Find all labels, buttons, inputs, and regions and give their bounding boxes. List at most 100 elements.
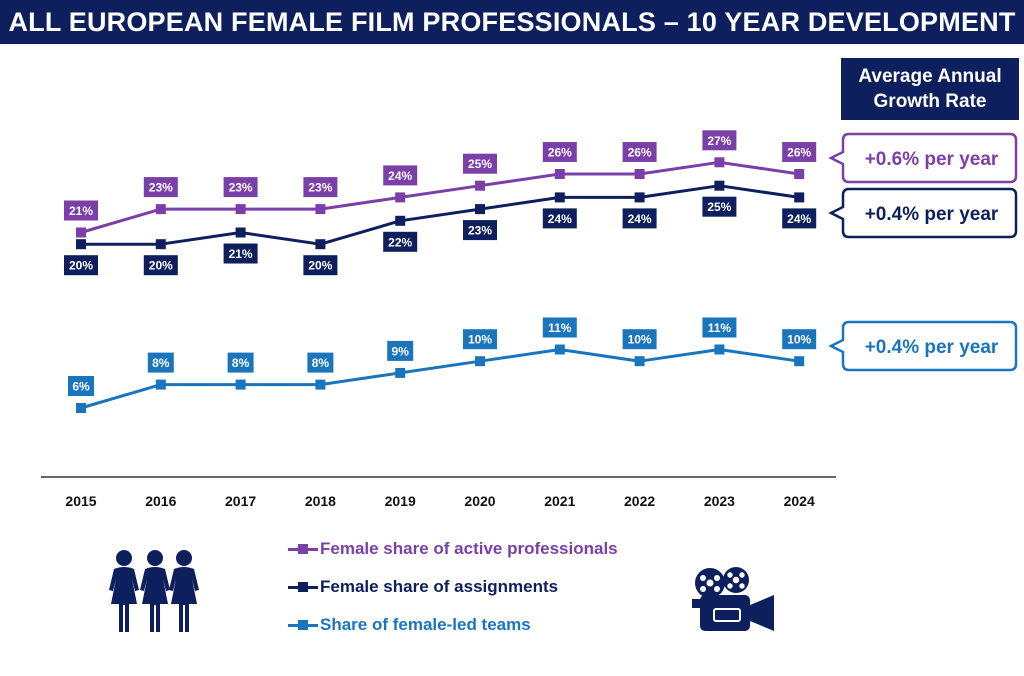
x-tick-label: 2016 <box>145 493 176 509</box>
data-label-box <box>622 329 657 350</box>
data-label-box <box>303 255 338 276</box>
growth-header-line-2: Growth Rate <box>873 91 987 112</box>
data-label-box <box>143 255 178 276</box>
data-label: 23% <box>149 181 173 195</box>
x-tick-label: 2017 <box>225 493 256 509</box>
data-point <box>714 157 725 168</box>
data-label: 9% <box>392 344 410 358</box>
growth-header-line-1: Average Annual <box>858 66 1002 87</box>
data-label: 23% <box>308 181 332 195</box>
data-label: 25% <box>468 157 492 171</box>
data-label-box <box>143 177 178 198</box>
data-label-box <box>702 196 737 217</box>
data-label: 25% <box>707 200 731 214</box>
x-tick-label: 2024 <box>784 493 815 509</box>
data-label: 20% <box>308 259 332 273</box>
data-label: 8% <box>312 356 330 370</box>
callout-box <box>828 132 1018 184</box>
data-point <box>76 403 86 413</box>
data-label-box <box>307 352 334 373</box>
series-line <box>81 184 800 246</box>
data-point <box>155 204 166 215</box>
x-tick-label: 2021 <box>544 493 575 509</box>
data-label-box <box>542 142 577 162</box>
data-label-box <box>702 130 737 151</box>
growth-rate-text: +0.4% per year <box>865 204 999 225</box>
data-point <box>235 204 246 215</box>
legend-swatch-active-professionals <box>288 543 318 555</box>
x-tick-label: 2020 <box>464 493 495 509</box>
data-point <box>315 239 326 250</box>
data-label: 10% <box>787 333 811 347</box>
growth-rate-text: +0.6% per year <box>865 149 999 170</box>
series-2: 6% 8% 8% 8% 9% 10% 11% 10% 11% 10% <box>68 317 817 413</box>
growth-callout-2: +0.4% per year <box>828 320 1018 372</box>
x-tick-label: 2022 <box>624 493 655 509</box>
callout-box <box>828 320 1018 372</box>
data-point <box>475 204 485 215</box>
data-point <box>794 192 805 203</box>
data-label: 24% <box>628 212 652 226</box>
data-point <box>794 169 805 179</box>
growth-callout-0: +0.6% per year <box>828 132 1018 184</box>
data-label-box <box>383 231 418 252</box>
legend-label-assignments: Female share of assignments <box>320 577 559 596</box>
data-label: 23% <box>468 224 492 238</box>
data-label: 26% <box>628 146 652 160</box>
data-label: 8% <box>232 356 250 370</box>
data-label-box <box>542 208 577 229</box>
data-label-box <box>64 200 98 221</box>
series-0: 21% 23% 23% 23% 24% 25% 26% 26% 27% 26% <box>64 130 817 238</box>
data-label-box <box>68 376 94 396</box>
legend-label-female-led-teams: Share of female-led teams <box>320 615 531 634</box>
data-label-box <box>463 329 497 350</box>
data-point <box>76 227 86 238</box>
data-label-box <box>702 317 737 338</box>
data-point <box>395 367 406 378</box>
data-label: 6% <box>72 380 90 394</box>
data-point <box>235 227 246 238</box>
series-line <box>80 160 800 234</box>
film-camera-icon <box>692 567 774 631</box>
data-point <box>76 239 86 250</box>
data-label: 23% <box>229 181 253 195</box>
x-tick-label: 2023 <box>704 493 735 509</box>
data-label-box <box>782 142 817 162</box>
legend-swatch-female-led-teams <box>288 619 318 631</box>
data-point <box>395 192 406 203</box>
page-title: ALL EUROPEAN FEMALE FILM PROFESSIONALS –… <box>0 0 1024 44</box>
data-label-box <box>622 208 657 229</box>
growth-rate-text: +0.4% per year <box>865 337 999 358</box>
data-label: 21% <box>69 204 93 218</box>
data-point <box>315 204 326 215</box>
women-group-icon <box>109 550 199 632</box>
data-point <box>395 215 406 226</box>
series-line <box>80 348 800 410</box>
legend-item-active-professionals: Female share of active professionals <box>288 530 618 568</box>
x-tick-label: 2015 <box>65 493 96 509</box>
data-point <box>155 239 166 250</box>
data-label-box <box>782 208 817 229</box>
data-label: 20% <box>149 259 173 273</box>
data-point <box>554 192 565 203</box>
legend-item-assignments: Female share of assignments <box>288 568 618 606</box>
data-label: 27% <box>707 134 731 148</box>
data-label-box <box>64 255 98 276</box>
legend-swatch-assignments <box>288 581 318 593</box>
data-label: 22% <box>388 235 412 249</box>
data-point <box>634 356 645 367</box>
data-label: 8% <box>152 356 170 370</box>
data-point <box>554 344 565 355</box>
data-label-box <box>782 329 817 350</box>
data-label-box <box>387 340 414 361</box>
data-label: 11% <box>548 321 572 335</box>
callout-box <box>828 187 1018 239</box>
growth-callout-1: +0.4% per year <box>828 187 1018 239</box>
data-label: 11% <box>708 321 732 335</box>
growth-rate-header: Average Annual Growth Rate <box>841 58 1019 120</box>
data-label: 20% <box>69 259 93 273</box>
data-point <box>714 344 725 355</box>
data-label: 21% <box>229 247 253 261</box>
x-tick-label: 2018 <box>305 493 336 509</box>
